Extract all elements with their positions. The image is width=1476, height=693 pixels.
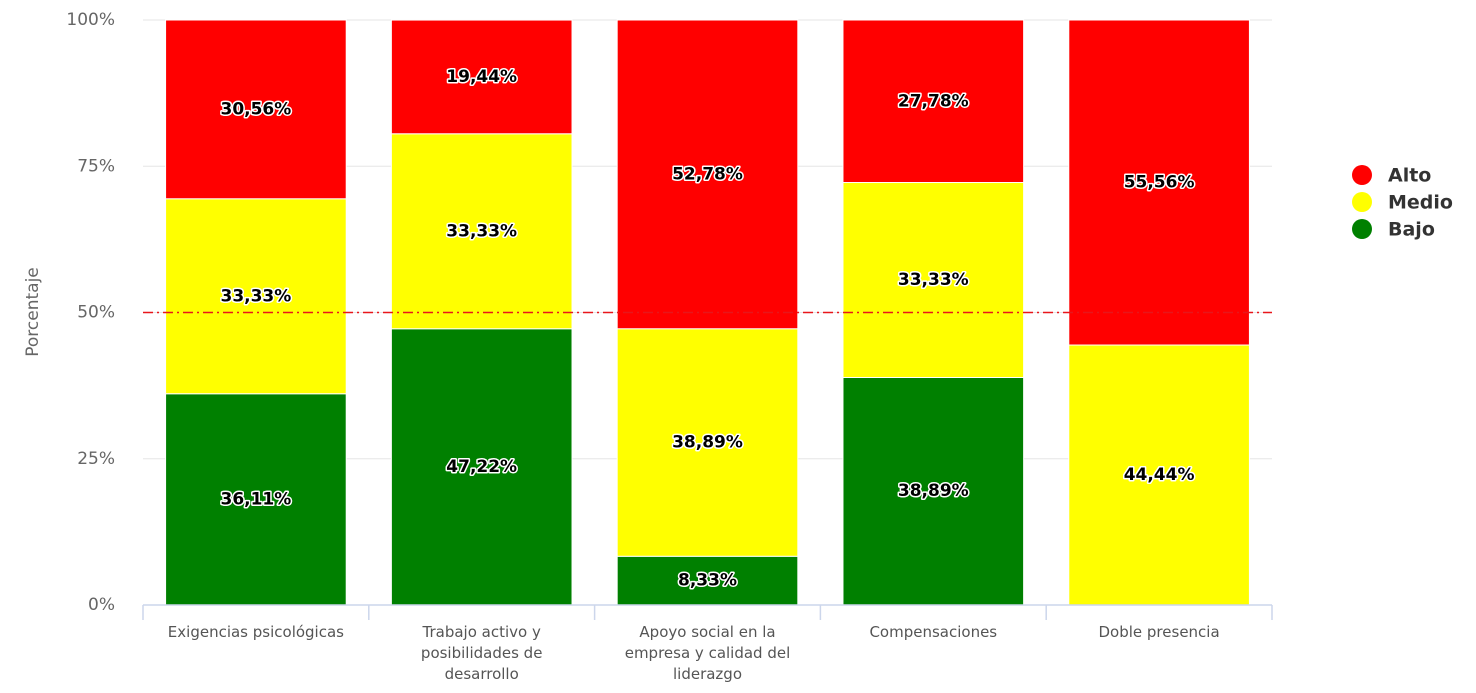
bar-segment <box>842 376 1025 606</box>
data-label: 33,33% <box>898 270 969 290</box>
data-label: 52,78% <box>672 164 743 184</box>
data-label: 8,33% <box>678 571 737 591</box>
data-label: 33,33% <box>446 221 517 241</box>
y-axis-title: Porcentaje <box>23 267 43 357</box>
data-label: 33,33% <box>220 286 291 306</box>
data-label: 44,44% <box>1124 465 1195 485</box>
legend-marker <box>1352 165 1372 185</box>
legend-label: Alto <box>1388 165 1431 187</box>
y-tick-label: 100% <box>66 10 115 30</box>
data-label: 38,89% <box>672 433 743 453</box>
x-tick-label: Compensaciones <box>869 623 998 641</box>
y-tick-label: 50% <box>77 303 115 323</box>
bar-segment <box>842 182 1025 378</box>
data-label: 36,11% <box>220 489 291 509</box>
bar-segment <box>616 328 799 557</box>
bar-segment <box>165 19 347 200</box>
data-label: 47,22% <box>446 457 517 477</box>
legend-marker <box>1352 192 1372 212</box>
bar-segment <box>842 19 1025 184</box>
legend-label: Medio <box>1388 192 1453 214</box>
data-label: 27,78% <box>898 91 969 111</box>
y-tick-label: 25% <box>77 449 115 469</box>
bar-segment <box>1068 344 1250 606</box>
bar-segment <box>165 393 347 606</box>
y-tick-label: 0% <box>88 595 115 615</box>
bar-segment <box>616 19 799 330</box>
legend-marker <box>1352 219 1372 239</box>
data-label: 30,56% <box>220 99 291 119</box>
data-label: 55,56% <box>1124 173 1195 193</box>
x-tick-label: Exigencias psicológicas <box>167 623 344 641</box>
x-tick-label: Trabajo activo y posibilidades de desarr… <box>420 623 543 683</box>
x-tick-label: Doble presencia <box>1098 623 1220 641</box>
x-tick-label: Apoyo social en la empresa y calidad del… <box>624 623 791 683</box>
data-label: 19,44% <box>446 67 517 87</box>
data-label: 38,89% <box>898 481 969 501</box>
bar-segment <box>616 555 799 606</box>
y-tick-label: 75% <box>77 156 115 176</box>
bar-segment <box>1068 19 1250 346</box>
bar-segment <box>390 19 573 135</box>
legend-label: Bajo <box>1388 219 1435 241</box>
bar-segment <box>165 198 347 395</box>
bar-segment <box>390 133 573 330</box>
